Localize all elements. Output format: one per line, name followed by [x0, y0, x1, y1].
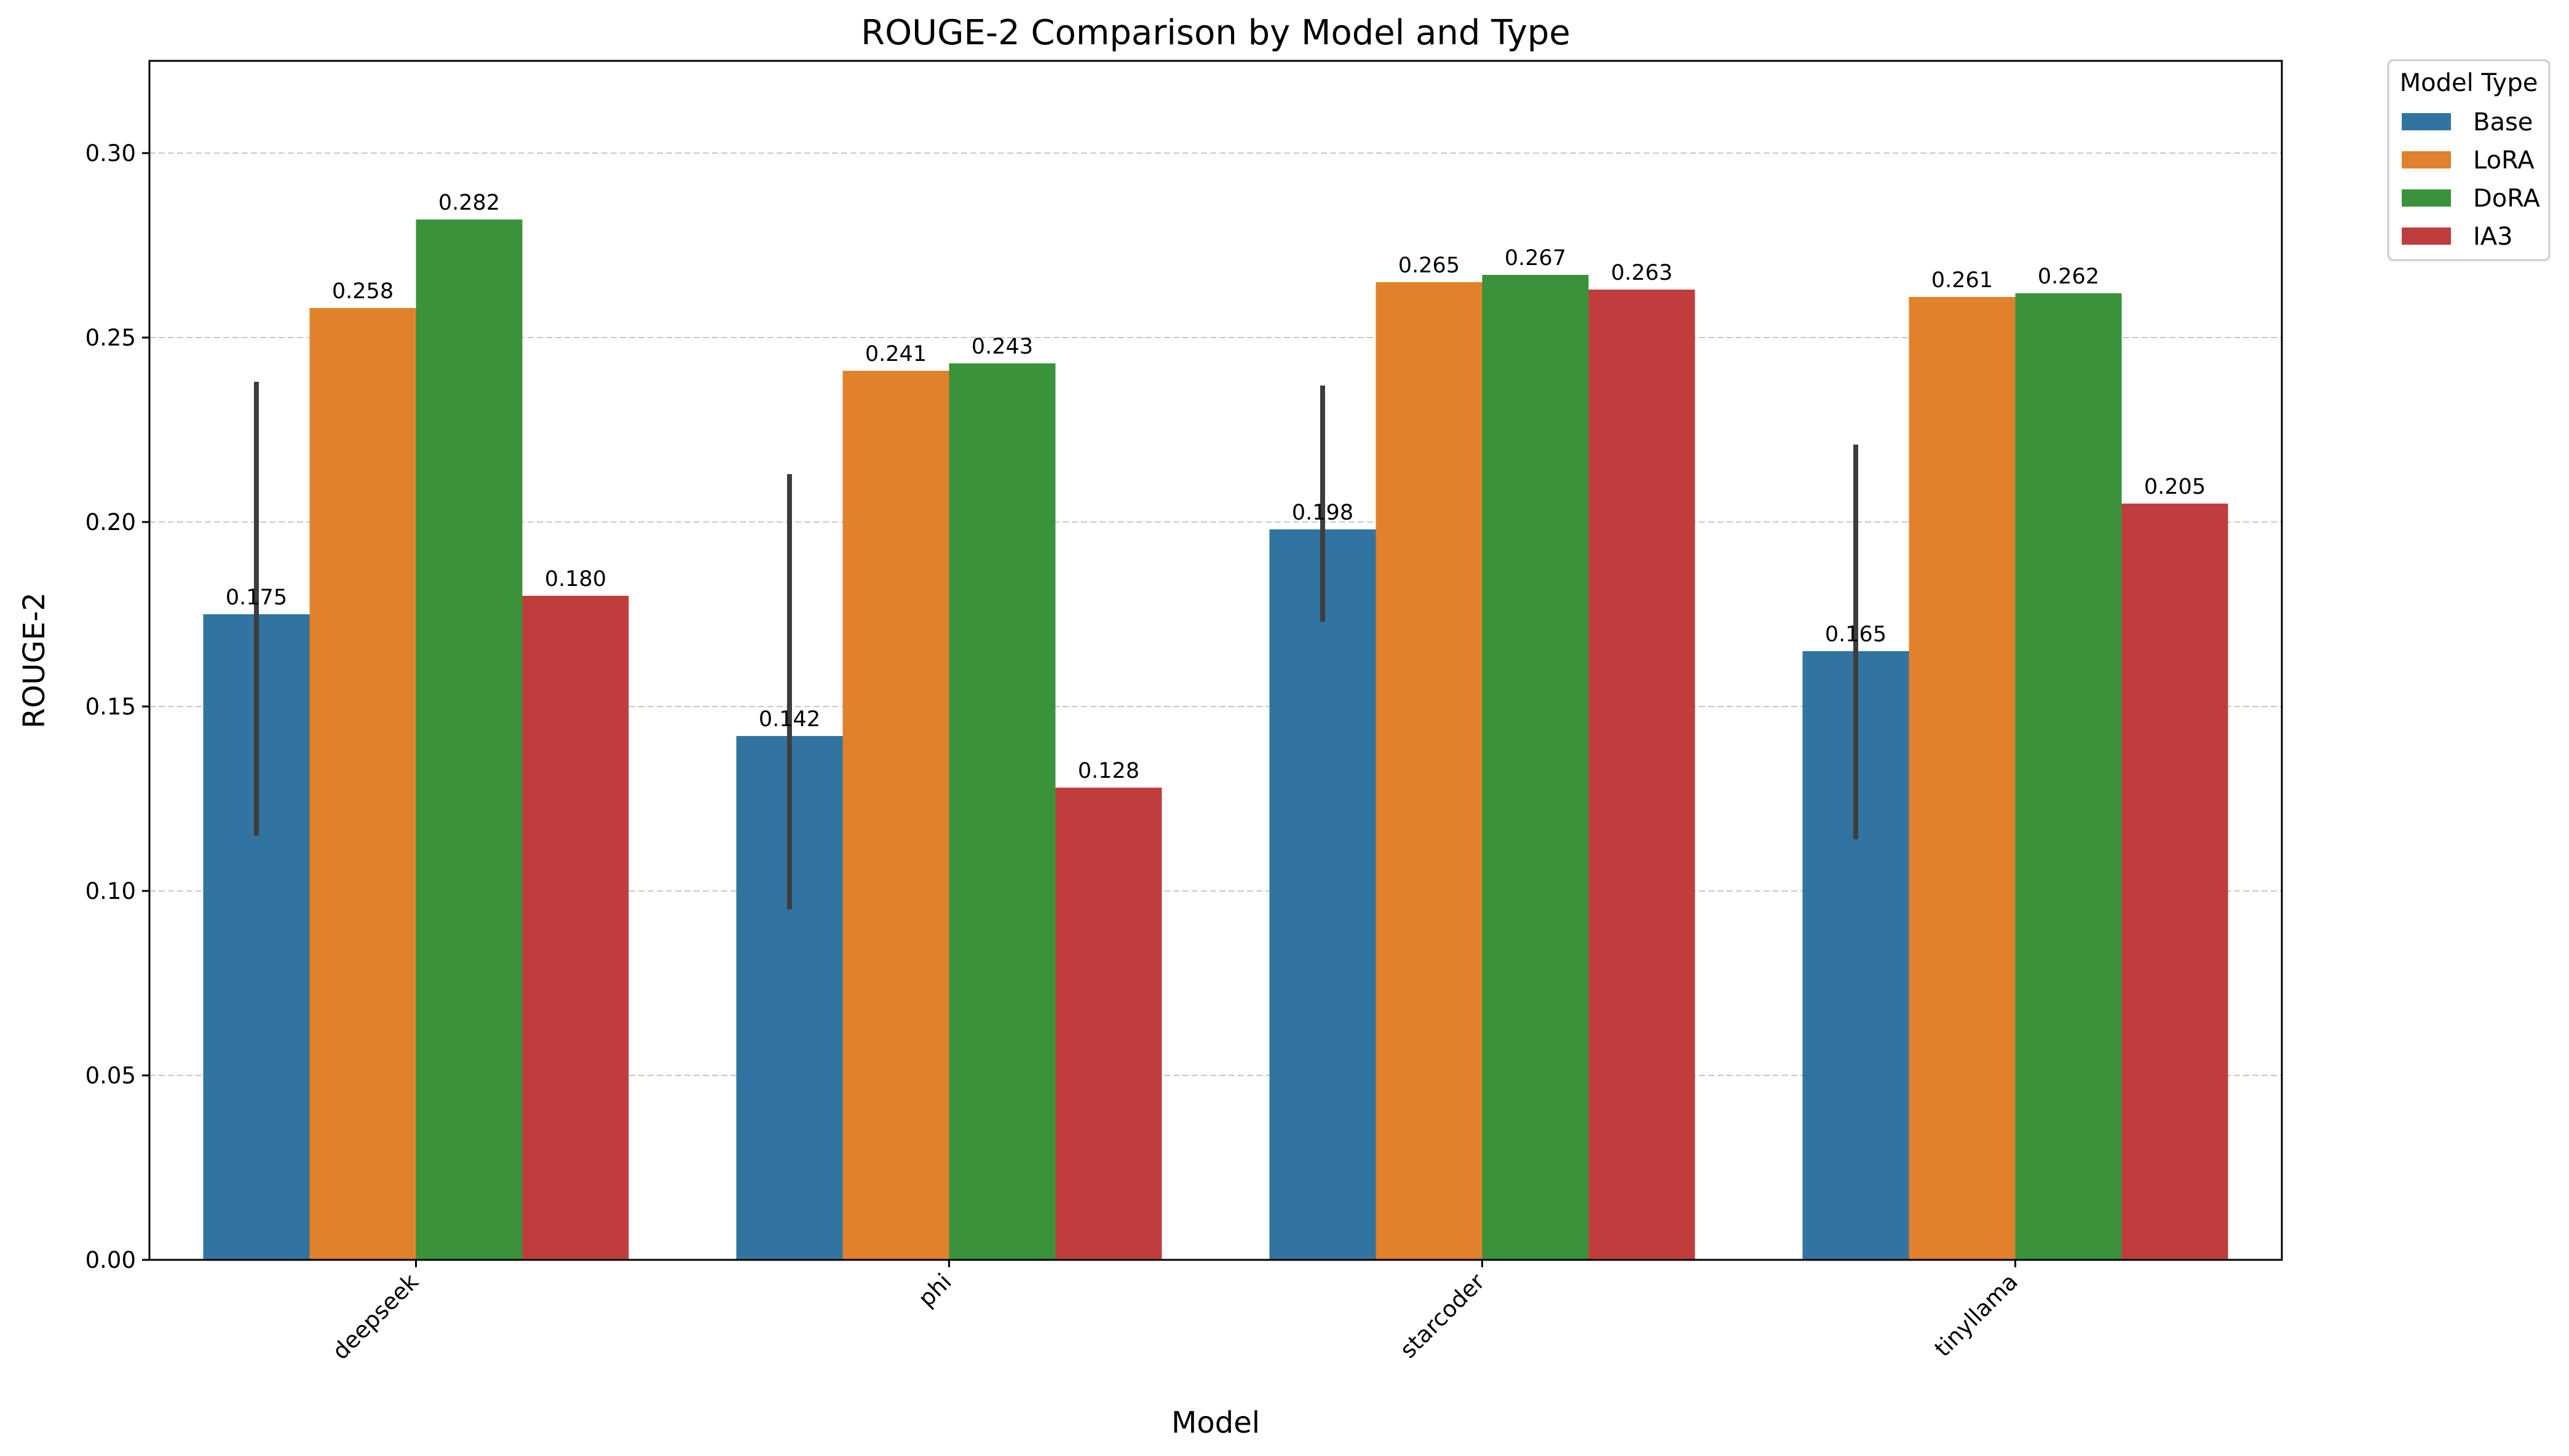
plot-frame — [148, 60, 2283, 1261]
y-tick-label: 0.30 — [85, 140, 136, 167]
legend-items: Base LoRA DoRA IA3 — [2402, 108, 2540, 251]
legend-swatch-ia3 — [2402, 228, 2451, 245]
x-axis-title: Model — [1171, 1406, 1260, 1440]
legend-swatch-dora — [2402, 189, 2451, 207]
legend-label: DoRA — [2473, 184, 2540, 213]
bar-dora-phi — [949, 363, 1056, 1260]
data-label: 0.258 — [332, 279, 394, 304]
bar-dora-deepseek — [416, 220, 523, 1260]
data-label: 0.262 — [2038, 264, 2099, 289]
legend-swatch-base — [2402, 113, 2451, 130]
y-tick-label: 0.05 — [85, 1062, 136, 1089]
data-label: 0.198 — [1292, 501, 1353, 525]
bar-lora-tinyllama — [1909, 297, 2016, 1260]
data-label: 0.282 — [438, 191, 500, 215]
bar-lora-starcoder — [1376, 282, 1482, 1260]
bar-dora-tinyllama — [2015, 293, 2122, 1260]
y-axis: 0.00 0.05 0.10 0.15 0.20 0.25 0.30 — [85, 140, 149, 1273]
data-labels: 0.175 0.258 0.282 0.180 0.142 0.241 0.243 0.128… — [226, 191, 2206, 783]
legend-swatch-lora — [2402, 151, 2451, 168]
data-label: 0.261 — [1931, 268, 1993, 293]
data-label: 0.205 — [2144, 475, 2206, 499]
y-tick-label: 0.00 — [85, 1247, 136, 1273]
bars — [203, 220, 2228, 1260]
data-label: 0.175 — [226, 585, 287, 610]
bar-dora-starcoder — [1482, 275, 1589, 1260]
bar-ia3-deepseek — [522, 596, 629, 1260]
y-tick-label: 0.10 — [85, 878, 136, 904]
y-tick-label: 0.20 — [85, 509, 136, 536]
bar-ia3-phi — [1055, 788, 1162, 1260]
legend-label: IA3 — [2473, 223, 2513, 251]
bar-base-starcoder — [1269, 529, 1376, 1260]
data-label: 0.142 — [759, 707, 820, 732]
data-label: 0.243 — [972, 334, 1033, 359]
data-label: 0.265 — [1398, 253, 1460, 278]
bar-ia3-starcoder — [1588, 290, 1695, 1260]
legend-label: LoRA — [2473, 146, 2535, 175]
y-tick-label: 0.15 — [85, 694, 136, 720]
legend[interactable]: Model Type Base LoRA DoRA IA3 — [2387, 59, 2551, 261]
y-tick-label: 0.25 — [85, 325, 136, 351]
data-label: 0.180 — [545, 567, 606, 592]
legend-box — [2387, 59, 2551, 261]
data-label: 0.165 — [1825, 622, 1886, 647]
bar-lora-phi — [842, 371, 949, 1260]
data-label: 0.263 — [1611, 261, 1672, 285]
error-bars — [254, 382, 1858, 909]
data-label: 0.128 — [1078, 759, 1139, 783]
legend-label: Base — [2473, 108, 2533, 136]
data-label: 0.241 — [865, 342, 927, 366]
legend-title: Model Type — [2400, 69, 2538, 97]
y-axis-title: ROUGE-2 — [17, 592, 52, 729]
data-label: 0.267 — [1505, 246, 1566, 271]
bar-lora-deepseek — [309, 308, 416, 1260]
bar-ia3-tinyllama — [2121, 504, 2228, 1260]
chart-title: ROUGE-2 Comparison by Model and Type — [861, 13, 1570, 53]
